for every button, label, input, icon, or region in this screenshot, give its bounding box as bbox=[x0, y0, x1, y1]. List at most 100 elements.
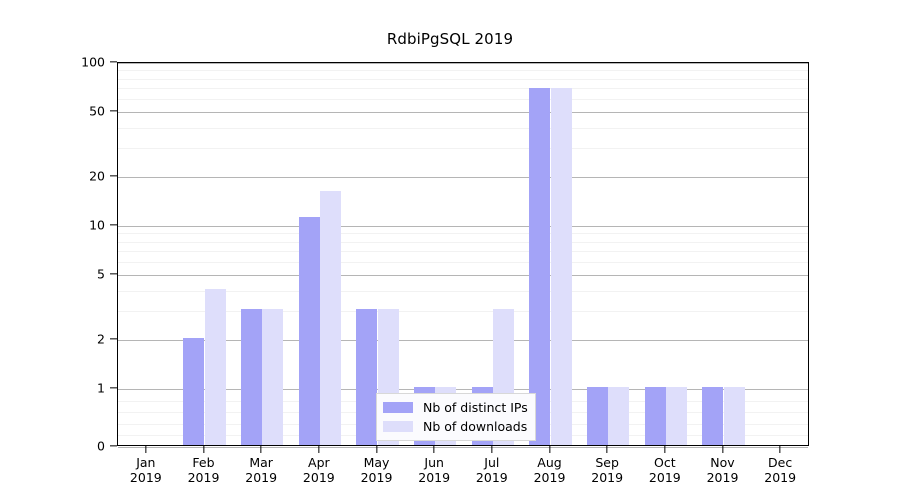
chart-legend[interactable]: Nb of distinct IPs Nb of downloads bbox=[376, 393, 536, 441]
gridline-major bbox=[118, 447, 808, 448]
gridline-major bbox=[118, 112, 808, 114]
x-tick-month: Dec bbox=[768, 455, 793, 470]
gridline-minor bbox=[118, 241, 808, 243]
gridline-major bbox=[118, 339, 808, 341]
bar-downloads bbox=[608, 387, 630, 445]
x-tick-mark bbox=[721, 446, 724, 453]
bar-distinct-ips bbox=[702, 387, 724, 445]
gridline-minor bbox=[118, 127, 808, 129]
x-tick-month: Apr bbox=[308, 455, 330, 470]
x-tick-month: Mar bbox=[249, 455, 273, 470]
x-tick-month: Aug bbox=[537, 455, 562, 470]
y-tick-mark bbox=[110, 61, 117, 63]
x-tick-mark bbox=[606, 446, 608, 453]
y-tick-label: 0 bbox=[97, 438, 105, 454]
x-tick-label: May 2019 bbox=[361, 455, 393, 485]
gridline-minor bbox=[118, 262, 808, 264]
x-tick-mark bbox=[664, 446, 666, 453]
bar-distinct-ips bbox=[241, 309, 263, 445]
x-tick-mark bbox=[145, 446, 147, 453]
x-tick-mark bbox=[491, 446, 493, 453]
x-tick-label: Sep 2019 bbox=[591, 455, 623, 485]
x-tick-mark bbox=[260, 446, 262, 453]
x-tick-year: 2019 bbox=[129, 470, 162, 485]
x-tick-label: Jan 2019 bbox=[130, 455, 162, 485]
y-tick-mark bbox=[110, 338, 117, 340]
x-tick-mark bbox=[375, 446, 378, 453]
y-tick-label: 2 bbox=[97, 331, 105, 347]
gridline-major bbox=[118, 226, 808, 227]
x-tick-month: Oct bbox=[654, 455, 676, 470]
y-tick-mark bbox=[110, 445, 117, 447]
y-tick-mark bbox=[110, 175, 117, 177]
bar-distinct-ips bbox=[644, 387, 666, 445]
gridline-minor bbox=[118, 311, 808, 313]
x-tick-year: 2019 bbox=[360, 470, 393, 485]
bar-distinct-ips bbox=[587, 387, 609, 445]
gridline-minor bbox=[118, 148, 808, 150]
legend-item[interactable]: Nb of distinct IPs bbox=[383, 398, 528, 417]
x-tick-month: Nov bbox=[710, 455, 735, 470]
bars-layer bbox=[118, 63, 808, 445]
gridline-minor bbox=[118, 233, 808, 235]
x-tick-year: 2019 bbox=[245, 470, 278, 485]
x-tick-year: 2019 bbox=[187, 470, 220, 485]
gridline-minor bbox=[118, 290, 808, 292]
x-tick-year: 2019 bbox=[533, 470, 566, 485]
y-tick-label: 5 bbox=[97, 266, 105, 282]
x-tick-mark bbox=[202, 446, 205, 453]
y-tick-mark bbox=[110, 273, 117, 275]
x-tick-mark bbox=[318, 446, 320, 453]
plot-area bbox=[117, 62, 809, 448]
gridline-minor bbox=[118, 78, 808, 80]
bar-downloads bbox=[723, 387, 745, 445]
bar-distinct-ips bbox=[183, 337, 205, 445]
bar-downloads bbox=[319, 190, 341, 445]
x-tick-month: Jun bbox=[424, 455, 444, 470]
gridline-major bbox=[118, 389, 808, 390]
gridline-minor bbox=[118, 88, 808, 90]
y-tick-mark bbox=[110, 387, 117, 389]
legend-label: Nb of downloads bbox=[423, 419, 528, 434]
x-tick-label: Apr 2019 bbox=[303, 455, 335, 485]
chart-title: RdbiPgSQL 2019 bbox=[386, 30, 514, 48]
x-tick-month: Jan bbox=[136, 455, 156, 470]
y-tick-label: 1 bbox=[97, 380, 105, 396]
x-tick-label: Mar 2019 bbox=[245, 455, 277, 485]
x-tick-month: Jul bbox=[484, 455, 500, 470]
x-tick-mark bbox=[548, 446, 551, 453]
x-tick-month: Sep bbox=[595, 455, 619, 470]
gridline-minor bbox=[118, 70, 808, 72]
x-tick-year: 2019 bbox=[764, 470, 797, 485]
legend-swatch bbox=[383, 421, 413, 432]
major-gridlines bbox=[118, 63, 808, 448]
bar-downloads bbox=[665, 387, 687, 445]
gridline-minor bbox=[118, 251, 808, 253]
x-tick-label: Jun 2019 bbox=[418, 455, 450, 485]
x-tick-year: 2019 bbox=[591, 470, 624, 485]
x-tick-mark bbox=[433, 446, 435, 453]
x-tick-label: Feb 2019 bbox=[188, 455, 220, 485]
x-tick-label: Oct 2019 bbox=[649, 455, 681, 485]
y-tick-label: 10 bbox=[89, 217, 105, 233]
bar-distinct-ips bbox=[356, 309, 378, 445]
bar-distinct-ips bbox=[298, 217, 320, 445]
x-tick-label: Nov 2019 bbox=[707, 455, 739, 485]
y-tick-mark bbox=[110, 110, 117, 112]
bar-distinct-ips bbox=[529, 88, 551, 445]
x-tick-year: 2019 bbox=[706, 470, 739, 485]
gridline-major bbox=[118, 275, 808, 277]
x-tick-month: Feb bbox=[192, 455, 215, 470]
x-tick-label: Aug 2019 bbox=[534, 455, 566, 485]
y-tick-label: 100 bbox=[81, 54, 105, 70]
x-tick-year: 2019 bbox=[418, 470, 451, 485]
bar-downloads bbox=[204, 288, 226, 445]
x-tick-month: May bbox=[363, 455, 390, 470]
legend-swatch bbox=[383, 402, 413, 413]
gridline-major bbox=[118, 176, 808, 178]
y-tick-mark bbox=[110, 224, 117, 226]
x-tick-year: 2019 bbox=[648, 470, 681, 485]
x-tick-year: 2019 bbox=[475, 470, 508, 485]
legend-item[interactable]: Nb of downloads bbox=[383, 417, 528, 436]
